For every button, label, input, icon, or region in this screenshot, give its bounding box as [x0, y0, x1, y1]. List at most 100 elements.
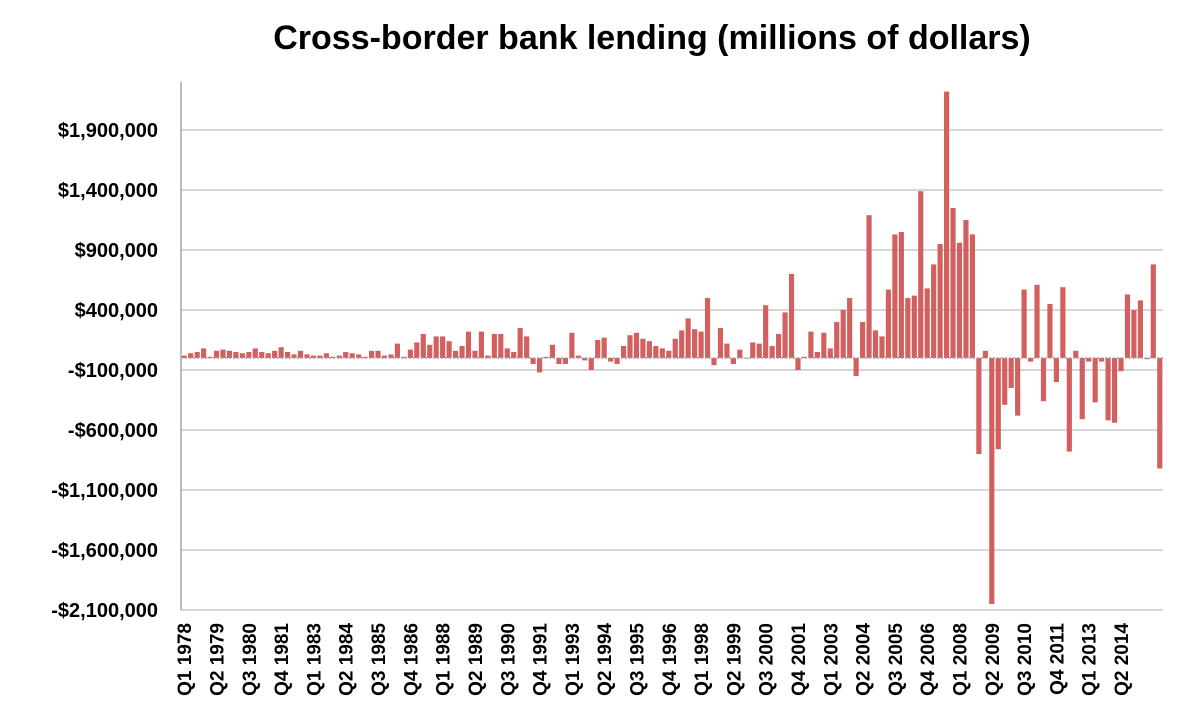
bar — [924, 288, 930, 358]
y-tick-label: -$1,100,000 — [51, 480, 158, 502]
bar — [595, 340, 601, 358]
bar — [692, 329, 698, 358]
bar — [685, 318, 691, 358]
bar — [950, 208, 956, 358]
bar — [278, 347, 284, 358]
bar — [943, 91, 950, 358]
x-tick-label: Q3 1985 — [369, 623, 390, 696]
bar — [440, 336, 446, 358]
bar — [821, 332, 827, 358]
bar — [381, 355, 388, 358]
bar — [465, 331, 472, 358]
bar — [414, 342, 420, 358]
bar — [814, 352, 820, 358]
bar — [672, 338, 678, 358]
bar — [1079, 358, 1085, 420]
bar — [737, 349, 743, 358]
bar — [582, 358, 588, 361]
y-tick-label: $1,900,000 — [58, 120, 158, 142]
x-tick-label: Q1 1988 — [434, 623, 455, 696]
bar — [1124, 294, 1131, 358]
y-tick-label: -$600,000 — [68, 420, 158, 442]
x-tick-label: Q1 1983 — [304, 623, 325, 696]
bar — [911, 295, 917, 358]
bar — [1066, 358, 1072, 452]
bar — [1137, 300, 1143, 358]
axes — [180, 82, 1163, 610]
bar — [536, 358, 543, 373]
bar — [369, 350, 375, 358]
x-tick-label: Q4 2011 — [1047, 623, 1068, 695]
bar — [879, 336, 885, 358]
y-tick-label: -$1,600,000 — [51, 540, 158, 562]
bar — [504, 348, 510, 358]
bar — [834, 322, 840, 358]
bar — [259, 352, 265, 358]
x-tick-label: Q3 2005 — [886, 623, 907, 696]
x-tick-label: Q1 2008 — [951, 623, 972, 696]
bar — [252, 348, 258, 358]
x-tick-label: Q1 1978 — [175, 623, 196, 696]
bar — [620, 346, 627, 358]
x-tick-label: Q2 1989 — [466, 623, 487, 696]
bar — [181, 355, 187, 358]
bar — [1092, 358, 1098, 403]
bar — [452, 350, 459, 358]
bar — [323, 353, 329, 358]
bar — [827, 348, 833, 358]
bar — [1131, 310, 1137, 358]
x-tick-label: Q4 1981 — [272, 623, 293, 696]
x-tick-label: Q2 1994 — [595, 623, 616, 696]
bar — [711, 358, 717, 366]
bar — [394, 343, 401, 358]
bar — [246, 352, 252, 358]
bar — [349, 353, 355, 358]
y-tick-label: $400,000 — [75, 300, 158, 322]
bar — [633, 332, 640, 358]
bar — [375, 350, 381, 358]
bar — [653, 346, 659, 358]
y-tick-label: $1,400,000 — [58, 180, 158, 202]
bar — [297, 350, 304, 358]
bar — [782, 312, 788, 358]
bar — [478, 331, 484, 358]
chart-title: Cross-border bank lending (millions of d… — [273, 19, 1031, 57]
x-tick-label: Q3 1990 — [498, 623, 519, 696]
x-tick-label: Q2 2004 — [854, 623, 875, 696]
x-tick-label: Q1 2003 — [821, 623, 842, 696]
y-tick-label: -$2,100,000 — [51, 600, 158, 622]
bar — [569, 332, 575, 358]
x-tick-label: Q1 1998 — [692, 623, 713, 696]
x-tick-label: Q3 1995 — [628, 623, 649, 696]
bar — [530, 358, 536, 364]
bar — [356, 354, 362, 358]
bar — [937, 244, 943, 358]
bar — [866, 215, 872, 358]
bar — [905, 298, 911, 358]
bar — [491, 334, 497, 358]
bar — [1021, 289, 1027, 358]
x-tick-label: Q4 1986 — [401, 623, 422, 696]
bar — [1073, 350, 1079, 358]
x-tick-label: Q2 2009 — [983, 623, 1004, 696]
bar — [213, 350, 220, 358]
x-tick-label: Q3 1980 — [240, 623, 261, 696]
bar — [472, 350, 478, 358]
bar — [976, 358, 982, 454]
x-tick-label: Q1 1993 — [563, 623, 584, 696]
bar — [898, 232, 904, 358]
bar — [756, 343, 762, 358]
bar — [343, 352, 349, 358]
y-axis-ticks: $1,900,000 $1,400,000 $900,000 $400,000 -$10… — [51, 120, 158, 622]
bar — [1015, 358, 1021, 416]
bar — [885, 289, 892, 358]
bar — [679, 330, 685, 358]
bar — [769, 346, 775, 358]
bar — [446, 341, 452, 358]
bar — [1047, 304, 1053, 358]
bar — [420, 334, 426, 358]
bar — [388, 354, 394, 358]
bar — [995, 358, 1001, 450]
bar — [194, 352, 200, 358]
bar — [401, 356, 407, 358]
